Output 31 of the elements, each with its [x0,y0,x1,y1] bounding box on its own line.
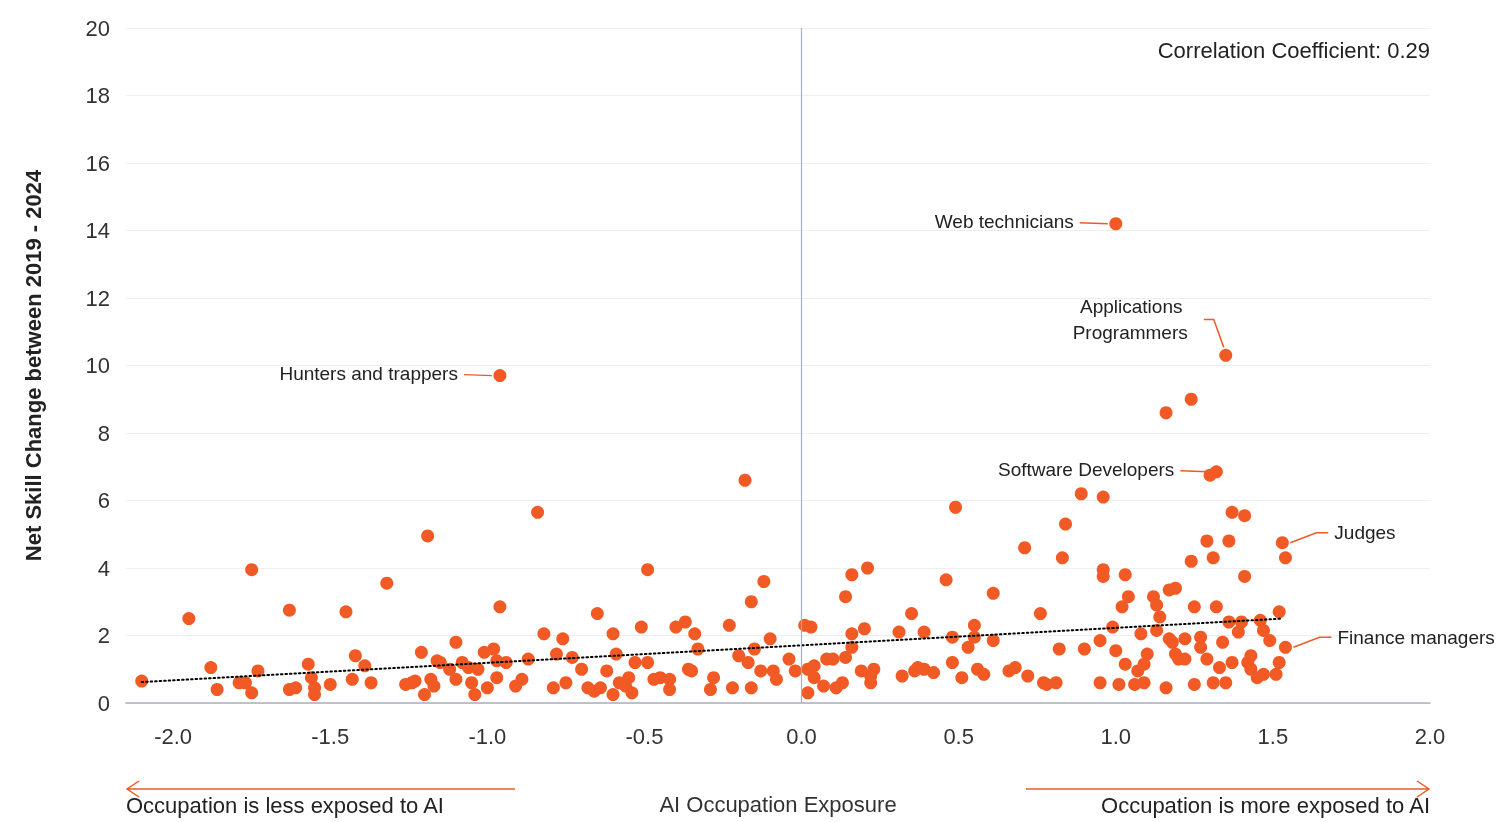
x-tick-label: 0.5 [943,723,974,749]
text: Occupation is less exposed to AI [126,792,444,818]
annotation: Judges [1334,522,1396,544]
y-tick-label: 14 [85,218,110,243]
x-tick-label: -1.5 [311,723,350,749]
y-tick-label: 18 [85,83,110,108]
y-tick-label: 12 [85,285,110,311]
annotation: Correlation Coefficient: 0.29 [1157,37,1430,63]
y-tick-label: 16 [85,150,110,176]
x-tick-label: -2.0 [154,723,193,749]
y-tick-label: 20 [85,15,110,41]
x-tick-label: -0.5 [625,723,664,749]
x-tick-label: 1.5 [1257,723,1289,749]
annotation: Applications Programmers [1072,295,1188,343]
x-tick-label: 1.0 [1100,723,1132,749]
y-tick-label: 4 [97,555,110,581]
y-tick-label: 0 [97,690,110,716]
y-tick-label: 8 [97,420,110,446]
y-tick-label: 6 [97,488,110,513]
x-tick-label: 0.0 [786,723,817,749]
y-tick-label: 2 [97,623,110,648]
annotation: Finance managers [1337,626,1495,648]
y-axis-title: Net Skill Change between 2019 - 2024 [20,169,46,562]
text: Occupation is more exposed to AI [1101,792,1430,818]
y-tick-label: 10 [85,353,110,378]
annotation: Software Developers [997,459,1175,481]
x-axis-title: AI Occupation Exposure [659,791,897,817]
annotation: Hunters and trappers [279,363,458,385]
x-tick-label: 2.0 [1414,723,1446,749]
annotation: Web technicians [934,211,1074,233]
x-tick-label: -1.0 [468,723,507,749]
